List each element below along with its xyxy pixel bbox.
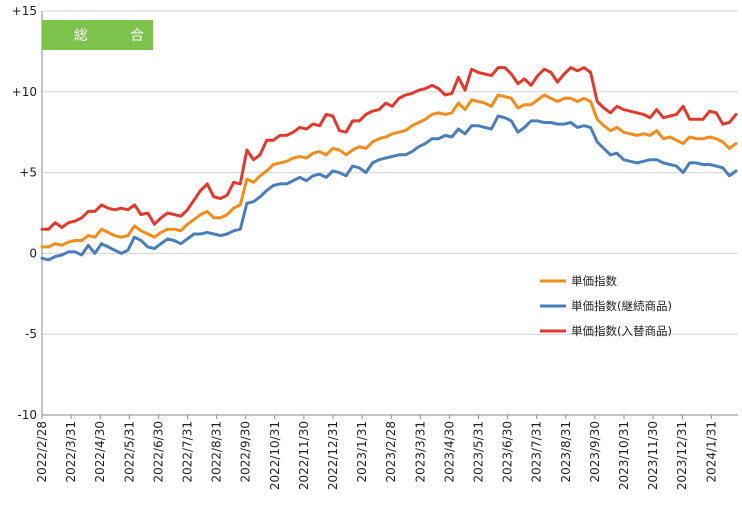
x-tick-label: 2023/3/31: [413, 421, 427, 483]
x-tick-label: 2022/9/30: [239, 421, 253, 483]
x-tick-label: 2023/1/31: [355, 421, 369, 483]
x-tick-label: 2022/4/30: [93, 421, 107, 483]
y-tick-label: +10: [12, 85, 37, 99]
x-tick-label: 2023/7/31: [530, 421, 544, 483]
y-tick-label: 0: [29, 246, 37, 260]
series-lines: [40, 66, 738, 262]
x-tick-label: 2023/9/30: [588, 421, 602, 483]
x-tick-label: 2022/10/31: [268, 421, 282, 490]
x-tick-label: 2023/8/31: [559, 421, 573, 483]
y-tick-label: +15: [12, 4, 37, 18]
x-tick-label: 2023/10/31: [617, 421, 631, 490]
chart-title: 総 合: [74, 28, 158, 44]
series-line-2: [40, 66, 738, 231]
x-tick-label: 2023/2/28: [384, 421, 398, 483]
x-tick-label: 2022/11/30: [297, 421, 311, 490]
series-line-1: [40, 114, 738, 262]
x-tick-label: 2022/6/30: [151, 421, 165, 483]
y-axis-labels: +15 +10 +5 0 -5 -10: [12, 4, 37, 422]
x-tick-label: 2022/2/28: [35, 421, 49, 483]
y-tick-label: -10: [17, 408, 37, 422]
x-tick-label: 2023/5/31: [472, 421, 486, 483]
x-tick-label: 2022/7/31: [181, 421, 195, 483]
x-tick-label: 2022/8/31: [210, 421, 224, 483]
x-tick-label: 2023/12/31: [675, 421, 689, 490]
y-tick-label: +5: [19, 166, 37, 180]
legend-label-1: 単価指数(継続商品): [571, 299, 672, 313]
x-tick-label: 2023/4/30: [442, 421, 456, 483]
legend-label-2: 単価指数(入替商品): [571, 324, 672, 338]
legend-label-0: 単価指数: [571, 274, 617, 288]
x-axis-labels: 2022/2/28 2022/3/31 2022/4/30 2022/5/31 2022…: [35, 421, 718, 490]
title-badge: 総 合: [42, 20, 158, 50]
y-tick-label: -5: [25, 327, 37, 341]
series-line-0: [40, 93, 738, 249]
x-tick-label: 2023/6/30: [501, 421, 515, 483]
axes: [41, 11, 738, 419]
x-tick-label: 2024/1/31: [704, 421, 718, 483]
title-badge-background: [42, 20, 153, 50]
x-tick-label: 2022/12/31: [326, 421, 340, 490]
x-tick-label: 2022/5/31: [122, 421, 136, 483]
x-tick-label: 2022/3/31: [64, 421, 78, 483]
x-tick-label: 2023/11/30: [646, 421, 660, 490]
